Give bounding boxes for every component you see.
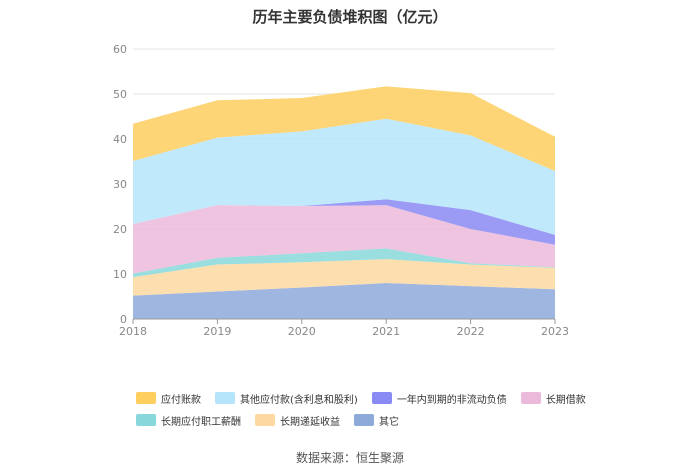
area-其他应付款(含利息和股利) (133, 118, 555, 235)
area-一年内到期的非流动负债 (133, 199, 555, 245)
area-长期递延收益 (133, 259, 555, 296)
legend: 应付账款 其他应付款(含利息和股利) 一年内到期的非流动负债 长期借款 长期应付职工薪… (136, 388, 606, 432)
legend-swatch (255, 414, 275, 426)
x-tick-label: 2019 (203, 325, 231, 338)
legend-item[interactable]: 一年内到期的非流动负债 (371, 388, 507, 408)
legend-item[interactable]: 长期递延收益 (255, 410, 340, 430)
chart-title: 历年主要负债堆积图（亿元） (252, 8, 448, 26)
legend-swatch (136, 414, 156, 426)
legend-item[interactable]: 长期应付职工薪酬 (136, 410, 241, 430)
legend-swatch (354, 414, 374, 426)
legend-item[interactable]: 其它 (354, 410, 399, 430)
x-tick-label: 2022 (457, 325, 485, 338)
area-应付账款 (133, 86, 555, 171)
legend-item[interactable]: 应付账款 (136, 388, 201, 408)
legend-label: 其它 (379, 416, 399, 428)
legend-label: 应付账款 (161, 394, 201, 406)
axes: 0 10 20 30 40 50 60 2018 2019 2020 2021 2022 2023 (113, 43, 569, 338)
legend-label: 长期应付职工薪酬 (161, 416, 241, 428)
y-tick-label: 60 (113, 43, 127, 56)
legend-row: 应付账款 其他应付款(含利息和股利) 一年内到期的非流动负债 长期借款 (136, 388, 606, 408)
x-tick-label: 2021 (372, 325, 400, 338)
source-note: 数据来源：恒生聚源 (295, 451, 404, 465)
area-series (133, 86, 555, 319)
area-长期借款 (133, 205, 555, 274)
legend-item[interactable]: 长期借款 (520, 388, 586, 408)
y-tick-label: 0 (120, 313, 127, 326)
legend-row: 长期应付职工薪酬 长期递延收益 其它 (136, 410, 606, 430)
legend-swatch (520, 392, 541, 404)
legend-label: 长期递延收益 (280, 416, 340, 428)
legend-label: 一年内到期的非流动负债 (396, 394, 507, 406)
x-tick-label: 2018 (119, 325, 147, 338)
legend-label: 长期借款 (545, 394, 586, 406)
legend-label: 其他应付款(含利息和股利) (240, 394, 358, 406)
stacked-area-chart: 0 10 20 30 40 50 60 2018 2019 2020 2021 2022 2023 (113, 43, 569, 338)
area-其它 (133, 283, 555, 319)
x-tick-label: 2023 (541, 325, 569, 338)
y-tick-label: 30 (113, 178, 127, 191)
area-长期应付职工薪酬 (133, 248, 555, 278)
y-tick-label: 20 (113, 223, 127, 236)
legend-item[interactable]: 其他应付款(含利息和股利) (215, 388, 358, 408)
y-tick-label: 10 (113, 268, 127, 281)
y-tick-label: 40 (113, 133, 127, 146)
legend-swatch (371, 392, 392, 404)
y-tick-label: 50 (113, 88, 127, 101)
x-tick-label: 2020 (288, 325, 316, 338)
legend-swatch (136, 392, 156, 404)
legend-swatch (215, 392, 235, 404)
